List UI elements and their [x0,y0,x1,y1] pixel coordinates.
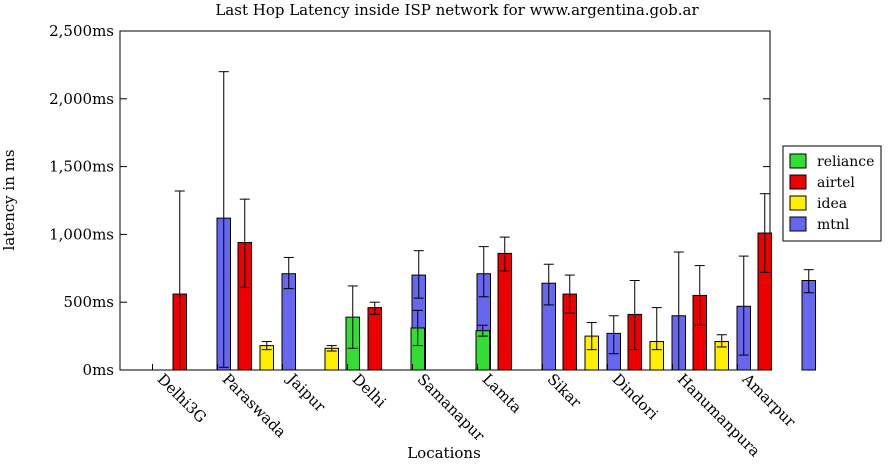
y-tick-label: 1,000ms [49,225,114,243]
bar-idea-jaipur [324,347,339,371]
bar-mtnl-amarpur [801,280,816,371]
legend-label-mtnl: mtnl [817,217,850,233]
y-tick-label: 2,000ms [49,90,114,108]
x-tick-label: Delhi3G [154,370,210,426]
x-axis-label: Locations [407,444,481,462]
bar-airtel-delhi [367,307,382,371]
x-tick-label: Dindori [609,370,662,423]
x-tick-label: Delhi [349,370,390,411]
legend-label-idea: idea [817,196,847,212]
legend: reliance airtel idea mtnl [782,145,882,242]
x-tick-label: Samanapur [414,370,489,445]
y-tick-label: 2,500ms [49,22,114,40]
x-tick-label: Lamta [479,370,526,417]
legend-label-airtel: airtel [817,175,855,191]
x-tick-label: Amarpur [738,369,800,431]
legend-swatch-airtel [789,174,807,190]
legend-swatch-idea [789,195,807,211]
y-tick-label: 500ms [63,293,114,311]
y-tick-label: 1,500ms [49,158,114,176]
y-axis-label: latency in ms [0,149,18,250]
x-tick-label: Paraswada [219,370,290,441]
plot-area: 0ms 500ms 1,000ms 1,500ms 2,000ms 2,500ms Delh… [49,22,816,460]
legend-swatch-reliance [789,153,807,169]
plot-frame [119,30,771,371]
legend-swatch-mtnl [789,216,807,232]
y-tick-label: 0ms [83,361,114,379]
x-tick-label: Jaipur [282,369,329,416]
legend-label-reliance: reliance [817,154,874,170]
x-tick-label: Sikar [544,370,586,412]
chart-title: Last Hop Latency inside ISP network for … [215,1,699,19]
